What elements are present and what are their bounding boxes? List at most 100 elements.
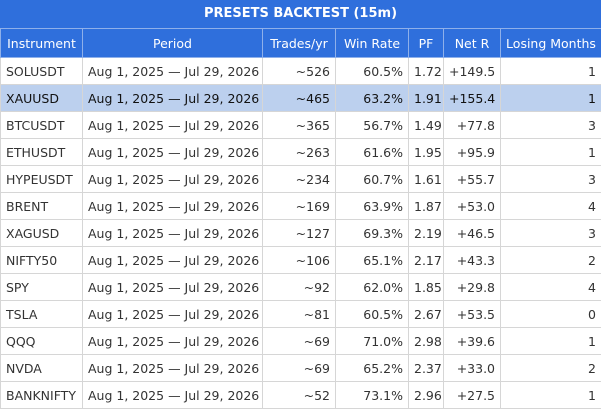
header-row: Instrument Period Trades/yr Win Rate PF Net R… — [0, 28, 601, 58]
table-cell: TSLA — [0, 300, 83, 328]
table-cell: +149.5 — [443, 57, 501, 85]
table-cell: Aug 1, 2025 — Jul 29, 2026 — [82, 327, 263, 355]
table-cell: Aug 1, 2025 — Jul 29, 2026 — [82, 219, 263, 247]
table-cell: 61.6% — [335, 138, 409, 166]
table-cell: 71.0% — [335, 327, 409, 355]
table-cell: ~81 — [262, 300, 336, 328]
table-cell: 73.1% — [335, 381, 409, 409]
table-cell: 2.96 — [408, 381, 444, 409]
table-cell: QQQ — [0, 327, 83, 355]
table-cell: 65.1% — [335, 246, 409, 274]
table-cell: ~69 — [262, 327, 336, 355]
table-row: TSLA Aug 1, 2025 — Jul 29, 2026 ~81 60.5% 2.… — [0, 300, 601, 328]
column-header: Trades/yr — [262, 28, 336, 58]
table-cell: ~106 — [262, 246, 336, 274]
table-cell: 2.98 — [408, 327, 444, 355]
table-cell: 1 — [500, 327, 601, 355]
table-cell: 1 — [500, 84, 601, 112]
column-header: Net R — [443, 28, 501, 58]
column-header: PF — [408, 28, 444, 58]
table-cell: SPY — [0, 273, 83, 301]
table-cell: 69.3% — [335, 219, 409, 247]
table-cell: 1.95 — [408, 138, 444, 166]
table-cell: 2.17 — [408, 246, 444, 274]
table-cell: +55.7 — [443, 165, 501, 193]
table-cell: ~263 — [262, 138, 336, 166]
table-cell: +53.5 — [443, 300, 501, 328]
table-cell: 1 — [500, 381, 601, 409]
table-cell: Aug 1, 2025 — Jul 29, 2026 — [82, 111, 263, 139]
table-cell: ~169 — [262, 192, 336, 220]
table-row: NIFTY50 Aug 1, 2025 — Jul 29, 2026 ~106 65.… — [0, 246, 601, 274]
table-cell: Aug 1, 2025 — Jul 29, 2026 — [82, 192, 263, 220]
table-cell: +53.0 — [443, 192, 501, 220]
table-cell: +43.3 — [443, 246, 501, 274]
table-cell: Aug 1, 2025 — Jul 29, 2026 — [82, 381, 263, 409]
table-cell: 60.5% — [335, 300, 409, 328]
table-row: NVDA Aug 1, 2025 — Jul 29, 2026 ~69 65.2% 2.… — [0, 354, 601, 382]
table-cell: 62.0% — [335, 273, 409, 301]
table-cell: 4 — [500, 192, 601, 220]
table-row: BRENT Aug 1, 2025 — Jul 29, 2026 ~169 63.9%… — [0, 192, 601, 220]
table-row: HYPEUSDT Aug 1, 2025 — Jul 29, 2026 ~234 60… — [0, 165, 601, 193]
table-cell: ~234 — [262, 165, 336, 193]
table-cell: XAUUSD — [0, 84, 83, 112]
table-cell: +29.8 — [443, 273, 501, 301]
table-cell: ~526 — [262, 57, 336, 85]
table-row: SPY Aug 1, 2025 — Jul 29, 2026 ~92 62.0% 1.8… — [0, 273, 601, 301]
table-cell: HYPEUSDT — [0, 165, 83, 193]
table-row: SOLUSDT Aug 1, 2025 — Jul 29, 2026 ~526 60.… — [0, 57, 601, 85]
table-cell: 3 — [500, 111, 601, 139]
table-cell: ~69 — [262, 354, 336, 382]
table-row: BANKNIFTY Aug 1, 2025 — Jul 29, 2026 ~52 73… — [0, 381, 601, 409]
panel-title: PRESETS BACKTEST (15m) — [0, 0, 601, 28]
table-row: XAGUSD Aug 1, 2025 — Jul 29, 2026 ~127 69.3… — [0, 219, 601, 247]
table-cell: 2.19 — [408, 219, 444, 247]
table-row[interactable]: XAUUSD Aug 1, 2025 — Jul 29, 2026 ~465 63.2… — [0, 84, 601, 112]
table-cell: 1 — [500, 57, 601, 85]
table-cell: NIFTY50 — [0, 246, 83, 274]
column-header: Period — [82, 28, 263, 58]
table-cell: 63.9% — [335, 192, 409, 220]
table-cell: ~92 — [262, 273, 336, 301]
table-cell: 2 — [500, 354, 601, 382]
table-row: QQQ Aug 1, 2025 — Jul 29, 2026 ~69 71.0% 2.9… — [0, 327, 601, 355]
table-cell: 56.7% — [335, 111, 409, 139]
table-cell: 1.61 — [408, 165, 444, 193]
table-cell: Aug 1, 2025 — Jul 29, 2026 — [82, 165, 263, 193]
column-header: Instrument — [0, 28, 83, 58]
table-cell: ~127 — [262, 219, 336, 247]
table-cell: Aug 1, 2025 — Jul 29, 2026 — [82, 354, 263, 382]
table-cell: Aug 1, 2025 — Jul 29, 2026 — [82, 300, 263, 328]
table-cell: +95.9 — [443, 138, 501, 166]
table-cell: +33.0 — [443, 354, 501, 382]
table-cell: 1.49 — [408, 111, 444, 139]
table-cell: 63.2% — [335, 84, 409, 112]
table-cell: ~52 — [262, 381, 336, 409]
table-cell: 60.7% — [335, 165, 409, 193]
table-cell: Aug 1, 2025 — Jul 29, 2026 — [82, 273, 263, 301]
table-cell: XAGUSD — [0, 219, 83, 247]
table-cell: ~365 — [262, 111, 336, 139]
table-row: BTCUSDT Aug 1, 2025 — Jul 29, 2026 ~365 56.… — [0, 111, 601, 139]
table-cell: +27.5 — [443, 381, 501, 409]
table-cell: 3 — [500, 219, 601, 247]
table-cell: ETHUSDT — [0, 138, 83, 166]
table-cell: +155.4 — [443, 84, 501, 112]
table-cell: 1.72 — [408, 57, 444, 85]
table-cell: SOLUSDT — [0, 57, 83, 85]
table-cell: BANKNIFTY — [0, 381, 83, 409]
table-cell: 1.87 — [408, 192, 444, 220]
table-cell: 1.85 — [408, 273, 444, 301]
table-cell: 0 — [500, 300, 601, 328]
table-cell: 2 — [500, 246, 601, 274]
table-cell: NVDA — [0, 354, 83, 382]
table-cell: BTCUSDT — [0, 111, 83, 139]
table-cell: +39.6 — [443, 327, 501, 355]
table-cell: +77.8 — [443, 111, 501, 139]
table-cell: BRENT — [0, 192, 83, 220]
results-table: Instrument Period Trades/yr Win Rate PF Net R… — [0, 28, 601, 409]
table-cell: 60.5% — [335, 57, 409, 85]
table-cell: 65.2% — [335, 354, 409, 382]
